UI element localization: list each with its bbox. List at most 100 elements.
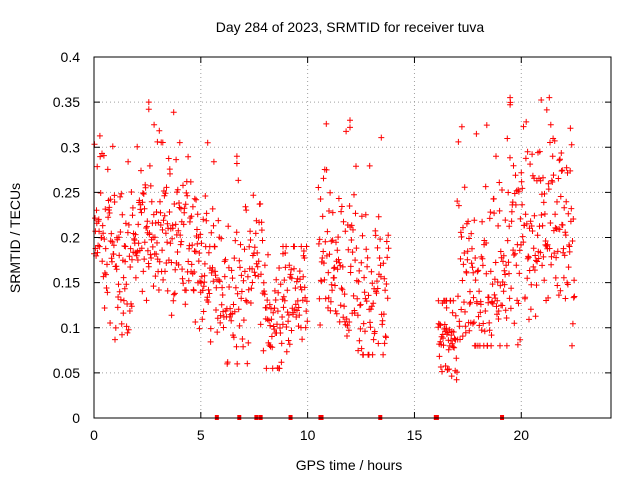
data-point: [449, 340, 456, 347]
data-point: [102, 245, 109, 252]
data-point: [334, 266, 341, 273]
data-point: [146, 162, 153, 169]
data-point: [504, 135, 511, 142]
data-point: [127, 245, 134, 252]
data-point: [245, 286, 252, 293]
data-point: [188, 261, 195, 268]
data-point: [516, 247, 523, 254]
data-point: [322, 238, 329, 245]
data-point: [517, 215, 524, 222]
data-point: [540, 199, 547, 206]
data-point: [108, 230, 115, 237]
data-point: [120, 310, 127, 317]
data-point: [104, 166, 111, 173]
data-point: [279, 314, 286, 320]
data-point: [470, 294, 477, 301]
data-point: [547, 121, 554, 128]
data-point: [453, 355, 460, 362]
data-point: [504, 237, 511, 244]
data-point: [333, 239, 339, 246]
data-point: [139, 288, 146, 295]
data-point: [380, 311, 387, 318]
data-point: [171, 290, 178, 297]
grid-lines: [94, 57, 611, 418]
data-point: [333, 310, 340, 317]
data-point: [279, 321, 286, 328]
data-point: [149, 243, 156, 250]
data-point: [469, 245, 475, 252]
data-point: [280, 250, 286, 257]
data-point: [336, 259, 343, 266]
data-point: [383, 334, 389, 341]
data-point: [261, 262, 268, 269]
data-point: [507, 305, 514, 312]
data-point: [217, 312, 224, 319]
data-point: [503, 342, 510, 349]
x-tick-label: 0: [90, 427, 98, 443]
data-point: [109, 238, 116, 245]
data-point: [157, 198, 163, 205]
data-point: [454, 369, 460, 376]
data-point: [194, 240, 201, 247]
data-point: [164, 220, 171, 227]
data-point: [264, 297, 271, 304]
data-point: [487, 209, 494, 216]
data-point: [255, 258, 262, 265]
data-point: [268, 305, 274, 312]
data-point: [493, 303, 500, 310]
data-point: [561, 252, 568, 259]
data-point: [276, 365, 283, 372]
data-point: [547, 139, 553, 146]
data-point: [370, 336, 377, 343]
data-point: [299, 336, 306, 343]
data-point: [185, 258, 192, 265]
data-point: [115, 294, 122, 300]
data-point: [362, 328, 368, 335]
data-point: [475, 313, 482, 320]
data-point: [472, 277, 479, 284]
data-point: [109, 258, 115, 265]
data-point: [263, 304, 270, 311]
data-point: [181, 205, 188, 212]
data-point: [369, 351, 376, 358]
data-point: [293, 278, 300, 285]
data-point: [104, 289, 111, 296]
data-point: [304, 318, 311, 325]
data-point: [566, 248, 573, 255]
data-point: [545, 294, 552, 301]
data-point: [509, 199, 516, 206]
data-point: [109, 143, 116, 150]
data-point: [524, 148, 531, 155]
data-point: [157, 222, 164, 228]
data-point: [480, 320, 487, 327]
data-point: [462, 329, 469, 336]
data-point: [506, 223, 513, 230]
data-point: [288, 327, 295, 334]
data-point: [496, 207, 503, 214]
data-point: [191, 269, 198, 275]
data-point: [527, 161, 534, 168]
data-point: [286, 262, 293, 269]
data-point: [267, 322, 274, 329]
data-point: [328, 281, 335, 288]
data-point: [513, 262, 520, 269]
data-point: [437, 338, 444, 345]
x-tick-label: 15: [407, 427, 423, 443]
data-point: [340, 314, 347, 321]
data-point: [114, 304, 121, 311]
data-point: [218, 235, 225, 242]
data-point: [543, 243, 550, 249]
data-point: [483, 270, 490, 277]
data-point: [320, 248, 327, 255]
data-point: [552, 211, 559, 218]
data-point: [335, 234, 342, 241]
data-point: [198, 273, 205, 280]
data-point: [284, 309, 291, 316]
data-point: [531, 212, 538, 219]
data-point: [462, 308, 468, 315]
data-point: [505, 189, 512, 196]
data-point: [532, 252, 539, 259]
data-point: [460, 224, 466, 231]
data-point: [302, 294, 309, 301]
data-point: [103, 285, 110, 291]
